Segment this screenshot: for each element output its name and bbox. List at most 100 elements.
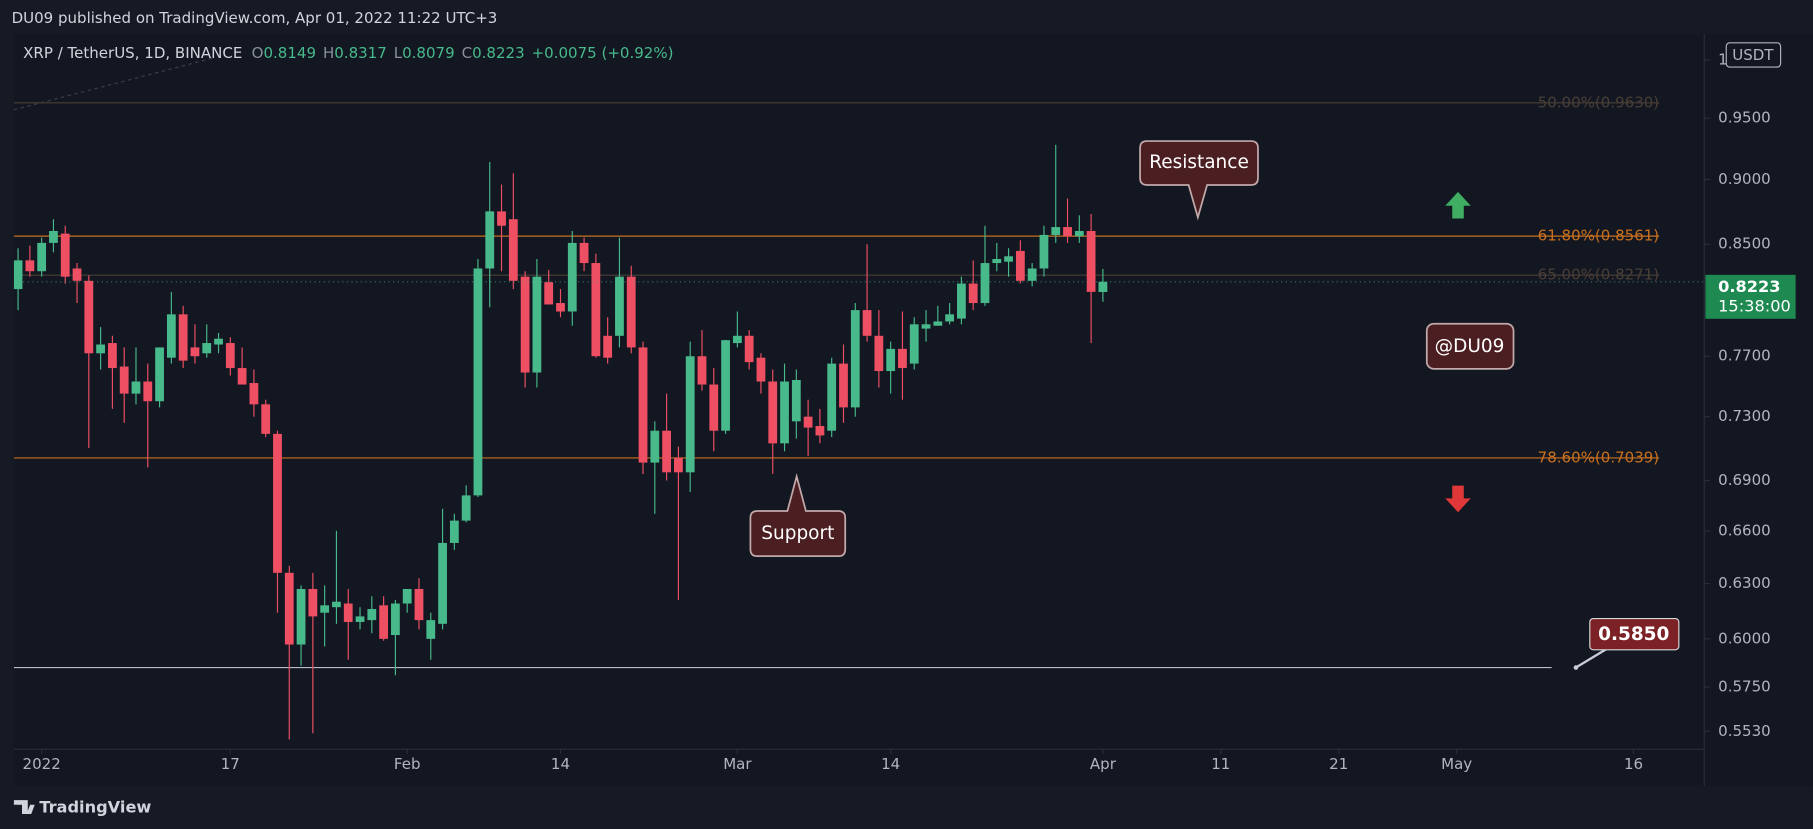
y-tick-label: 0.6300: [1718, 574, 1771, 592]
y-tick-label: 0.7700: [1718, 347, 1771, 365]
candle-body: [438, 542, 447, 624]
ohlc-label: H: [323, 44, 334, 62]
y-tick-label: 0.6900: [1718, 471, 1771, 489]
candle-body: [968, 283, 978, 304]
candle-body: [60, 233, 70, 277]
x-tick-label: Feb: [394, 755, 421, 773]
candle-body: [355, 616, 365, 622]
open-value: 0.8149: [263, 44, 316, 62]
x-tick-label: Apr: [1090, 755, 1117, 773]
candle-body: [72, 268, 82, 281]
resistance-callout: [1139, 140, 1259, 221]
candle-body: [721, 340, 730, 431]
candle-body: [674, 457, 683, 473]
x-tick-label: 14: [881, 755, 900, 773]
candle-body: [579, 242, 589, 264]
y-tick-label: 1: [1718, 51, 1728, 69]
candle-body: [980, 263, 990, 304]
candle-body: [237, 368, 247, 385]
candle-body: [214, 338, 223, 345]
support-callout: [749, 472, 847, 558]
candle-body: [603, 335, 613, 358]
symbol-header: XRP / TetherUS, 1D, BINANCE O0.8149 H0.831…: [23, 44, 673, 62]
candle-body: [591, 263, 601, 357]
candle-body: [791, 380, 801, 422]
candle-body: [957, 283, 966, 319]
candle-body: [273, 433, 282, 573]
candle-body: [697, 356, 707, 385]
candle-body: [343, 603, 353, 622]
x-tick-label: May: [1441, 755, 1472, 773]
candle-body: [249, 383, 259, 405]
candle-body: [143, 381, 153, 402]
candle-body: [166, 314, 176, 358]
candle-body: [84, 280, 94, 354]
candle-body: [638, 347, 648, 463]
close-value: 0.8223: [472, 44, 525, 62]
candle-body: [108, 343, 117, 369]
candle-body: [178, 314, 188, 361]
x-tick-label: 11: [1211, 755, 1230, 773]
x-tick-label: Mar: [723, 755, 752, 773]
candle-body: [461, 495, 471, 521]
candle-body: [544, 282, 554, 305]
candle-body: [909, 324, 919, 364]
candle-body: [332, 601, 341, 608]
high-value: 0.8317: [334, 44, 387, 62]
symbol: XRP / TetherUS, 1D, BINANCE: [23, 44, 242, 62]
footer-logo-icon: [13, 800, 35, 814]
published-info: DU09 published on TradingView.com, Apr 0…: [12, 9, 498, 27]
fib-level-label: 65.00%(0.8271): [1538, 266, 1660, 284]
footer: [0, 786, 1813, 829]
y-tick-label: 0.9500: [1718, 109, 1771, 127]
x-tick-label: 21: [1329, 755, 1348, 773]
candle-body: [308, 588, 318, 617]
candle-body: [320, 605, 330, 613]
countdown: 15:38:00: [1718, 297, 1791, 316]
ohlc-label: L: [394, 44, 403, 62]
candle-body: [556, 303, 565, 312]
candle-body: [1015, 250, 1025, 281]
candle-body: [96, 344, 106, 354]
candle-body: [886, 348, 896, 372]
low-value: 0.8079: [402, 44, 455, 62]
candle-body: [898, 348, 907, 369]
last-price-box: [1705, 274, 1796, 319]
change-value: +0.0075 (+0.92%): [532, 44, 674, 62]
x-tick-label: 2022: [23, 755, 61, 773]
y-tick-label: 0.5750: [1718, 678, 1771, 696]
candle-body: [1074, 230, 1084, 237]
candle-body: [567, 242, 577, 312]
currency[interactable]: USDT: [1732, 46, 1774, 64]
price-pointer: [1575, 647, 1608, 669]
candle-body: [744, 335, 754, 363]
candle-body: [532, 276, 542, 373]
candle-body: [37, 242, 47, 272]
plot-marks: [13, 102, 1705, 740]
candle-body: [25, 260, 35, 272]
candle-body: [1027, 268, 1037, 281]
candle-body: [650, 430, 660, 463]
candle-body: [190, 347, 200, 357]
price-axis-area: [1704, 34, 1813, 787]
candle-body: [827, 363, 837, 431]
currency-box[interactable]: [1725, 42, 1782, 68]
candle-body: [662, 430, 672, 473]
support-label: Support: [761, 523, 834, 544]
candle-body: [426, 620, 436, 639]
candle-body: [626, 276, 636, 348]
candle-body: [803, 416, 813, 428]
candle-body: [1063, 227, 1072, 237]
candle-body: [1039, 234, 1049, 269]
candle-body: [874, 335, 884, 372]
candle-body: [485, 211, 495, 269]
candle-body: [202, 343, 212, 354]
candle-body: [839, 363, 848, 408]
x-tick-label: 17: [221, 755, 240, 773]
x-tick-label: 16: [1624, 755, 1643, 773]
ohlc-label: C: [462, 44, 473, 62]
price-label: 0.5850: [1598, 624, 1669, 645]
up-arrow: [1445, 191, 1471, 219]
